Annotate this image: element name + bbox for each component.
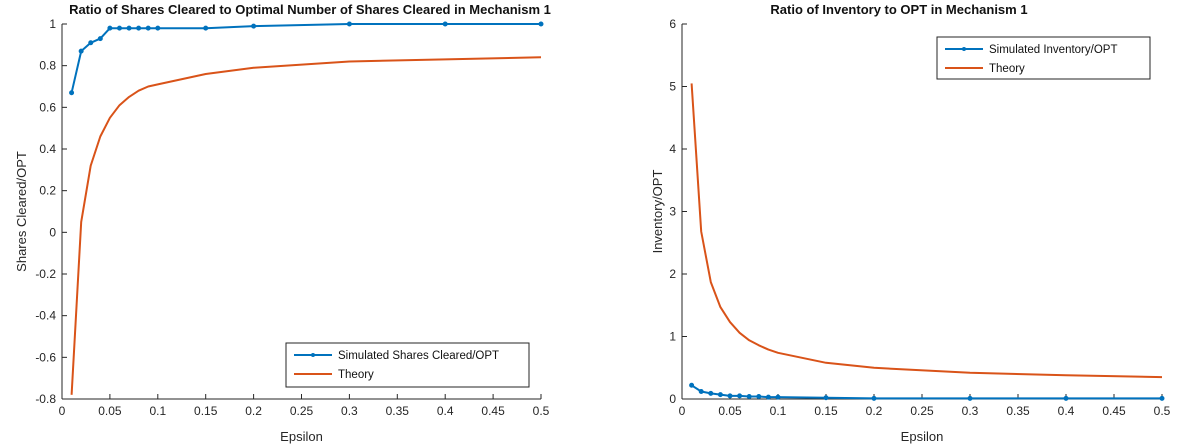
chart-1: Ratio of Shares Cleared to Optimal Numbe…	[14, 2, 551, 444]
x-tick-label: 0	[59, 404, 66, 418]
data-point	[69, 90, 75, 96]
data-point	[967, 395, 973, 401]
legend-marker	[311, 353, 315, 357]
x-tick-label: 0.4	[1058, 404, 1075, 418]
data-point	[756, 394, 762, 399]
x-tick-label: 0.2	[245, 404, 262, 418]
data-point	[1063, 395, 1069, 401]
y-tick-label: 4	[669, 142, 676, 156]
y-tick-label: -0.4	[35, 309, 56, 323]
x-tick-label: 0.15	[814, 404, 838, 418]
y-tick-label: 5	[669, 80, 676, 94]
legend: Simulated Shares Cleared/OPT Theory	[285, 342, 530, 388]
chart-2: Ratio of Inventory to OPT in Mechanism 1…	[650, 2, 1171, 444]
y-tick-label: 0.6	[39, 100, 56, 114]
data-point	[717, 392, 723, 398]
data-point	[775, 394, 781, 400]
data-point	[78, 48, 84, 54]
y-tick-label: 2	[669, 267, 676, 281]
x-tick-label: 0.15	[194, 404, 218, 418]
x-tick-label: 0.05	[98, 404, 122, 418]
data-point	[765, 394, 771, 400]
x-tick-label: 0.25	[910, 404, 934, 418]
y-tick-label: 0.4	[39, 142, 56, 156]
y-tick-label: 0.2	[39, 184, 56, 198]
x-tick-label: 0.35	[386, 404, 410, 418]
y-tick-label: 6	[669, 17, 676, 31]
data-point	[126, 25, 132, 31]
data-point	[1159, 395, 1165, 401]
chart-title: Ratio of Inventory to OPT in Mechanism 1	[770, 2, 1027, 17]
x-tick-label: 0.5	[533, 404, 550, 418]
y-tick-label: -0.8	[35, 392, 56, 406]
legend: Simulated Inventory/OPT Theory	[936, 36, 1151, 80]
legend-label: Theory	[338, 369, 374, 381]
series-line-theory	[70, 56, 542, 395]
legend-marker	[962, 47, 966, 51]
series-line-simulated	[691, 384, 1162, 400]
x-tick-label: 0.2	[866, 404, 883, 418]
data-point	[88, 40, 94, 46]
x-tick-label: 0.4	[437, 404, 454, 418]
y-tick-label: 1	[49, 17, 56, 31]
y-axis-label: Shares Cleared/OPT	[14, 151, 29, 272]
y-tick-label: 3	[669, 205, 676, 219]
x-tick-label: 0.3	[341, 404, 358, 418]
data-point	[727, 393, 733, 399]
legend-box	[936, 36, 1151, 80]
data-point	[442, 21, 448, 27]
legend-label: Simulated Shares Cleared/OPT	[338, 350, 499, 362]
data-point	[346, 21, 352, 27]
data-point	[538, 21, 544, 27]
x-tick-label: 0.45	[1102, 404, 1126, 418]
data-point	[708, 390, 714, 396]
y-tick-label: 0.8	[39, 59, 56, 73]
legend-label: Theory	[989, 63, 1025, 75]
x-tick-label: 0.35	[1006, 404, 1030, 418]
series-line-theory	[690, 83, 1163, 379]
x-tick-label: 0.5	[1154, 404, 1171, 418]
legend-label: Simulated Inventory/OPT	[989, 44, 1117, 56]
data-point	[145, 25, 151, 31]
data-point	[871, 395, 877, 401]
y-axis-label: Inventory/OPT	[650, 170, 665, 254]
x-tick-label: 0.45	[481, 404, 505, 418]
data-point	[203, 25, 209, 31]
data-point	[698, 389, 704, 394]
data-point	[116, 25, 122, 31]
x-tick-label: 0.25	[290, 404, 314, 418]
data-point	[155, 25, 161, 31]
data-point	[107, 25, 113, 31]
x-axis-label: Epsilon	[280, 429, 323, 444]
data-point	[136, 25, 142, 31]
x-tick-label: 0.3	[962, 404, 979, 418]
y-tick-label: -0.2	[35, 267, 56, 281]
data-point	[97, 36, 103, 42]
y-tick-label: 0	[49, 225, 56, 239]
data-point	[251, 23, 257, 29]
chart-title: Ratio of Shares Cleared to Optimal Numbe…	[69, 2, 551, 17]
data-point	[746, 394, 752, 399]
x-axis-label: Epsilon	[901, 429, 944, 444]
y-tick-label: 1	[669, 330, 676, 344]
x-tick-label: 0.05	[718, 404, 742, 418]
x-tick-label: 0.1	[149, 404, 166, 418]
y-tick-label: -0.6	[35, 350, 56, 364]
x-tick-label: 0.1	[770, 404, 787, 418]
data-point	[737, 393, 743, 399]
data-point	[689, 382, 695, 388]
y-tick-label: 0	[669, 392, 676, 406]
legend-box	[285, 342, 530, 388]
data-point	[823, 395, 829, 401]
x-tick-label: 0	[679, 404, 686, 418]
